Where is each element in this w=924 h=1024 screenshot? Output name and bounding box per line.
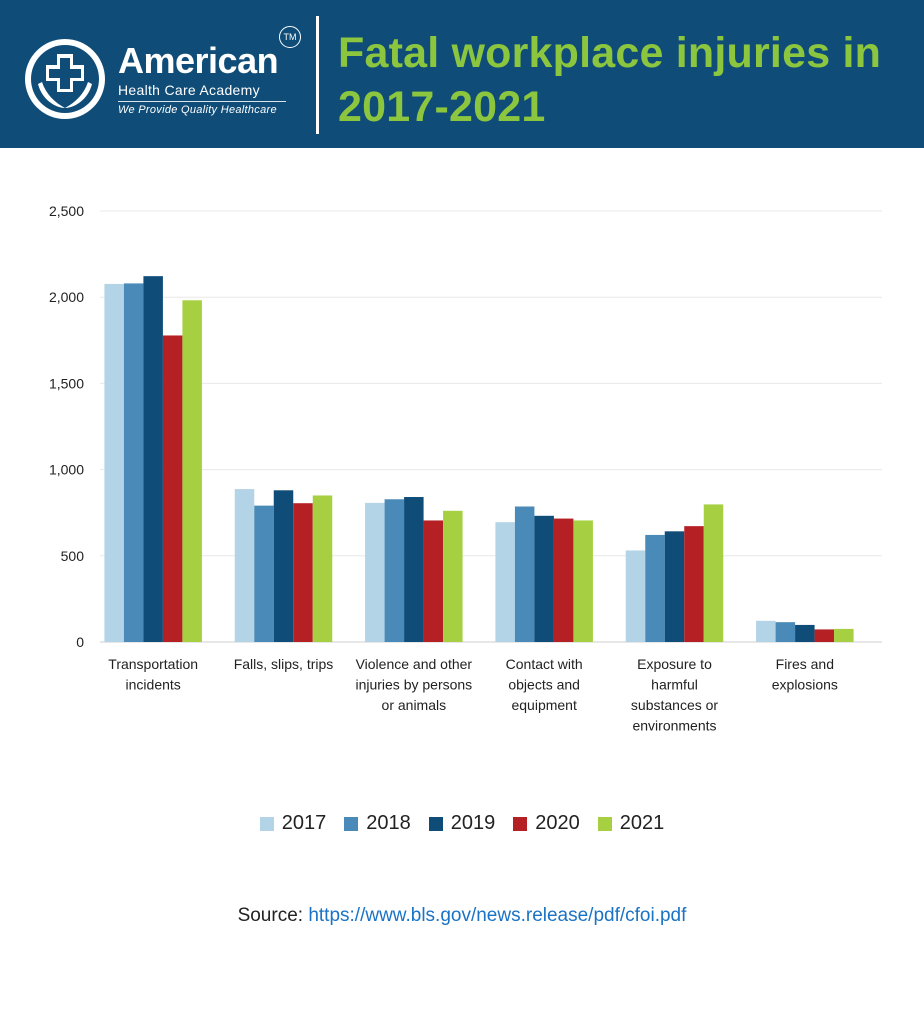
x-tick-label-line: explosions <box>772 677 838 693</box>
bar <box>365 502 385 642</box>
x-tick-label-line: substances or <box>631 697 718 713</box>
x-tick-label-line: or animals <box>382 697 447 713</box>
bar <box>664 531 685 642</box>
bar <box>423 520 444 642</box>
bar <box>143 276 163 642</box>
y-tick-label: 1,000 <box>49 462 84 478</box>
trademark-badge: TM <box>279 26 301 48</box>
bar <box>104 283 124 642</box>
x-tick-label-line: equipment <box>511 697 576 713</box>
source-line: Source: https://www.bls.gov/news.release… <box>0 905 924 927</box>
legend-label: 2018 <box>366 812 411 834</box>
x-tick-label-line: Fires and <box>776 656 834 672</box>
legend-item: 2019 <box>428 812 496 835</box>
bar <box>254 505 274 642</box>
bar <box>684 526 704 642</box>
header-divider <box>316 16 319 134</box>
y-tick-label: 2,500 <box>49 203 84 219</box>
legend-swatch <box>428 816 443 831</box>
legend-label: 2020 <box>535 812 580 834</box>
bar <box>756 620 776 642</box>
bar <box>384 499 405 642</box>
bar <box>293 503 313 642</box>
bar <box>123 283 144 642</box>
bar <box>495 522 515 642</box>
bar <box>814 629 835 642</box>
legend-label: 2017 <box>281 812 327 834</box>
y-tick-label: 2,000 <box>49 289 84 305</box>
bar <box>703 504 724 642</box>
bar <box>573 520 593 642</box>
brand-tagline: We Provide Quality Healthcare <box>118 104 277 116</box>
legend-swatch <box>344 816 359 831</box>
legend-label: 2019 <box>450 812 496 834</box>
x-tick-label: Falls, slips, trips <box>234 656 334 672</box>
brand-name: American <box>118 40 279 81</box>
x-tick-label: Fires and explosions <box>772 656 838 693</box>
bar <box>404 497 424 642</box>
brand-subtitle: Health Care Academy <box>118 82 260 98</box>
bar <box>645 534 665 642</box>
bar <box>625 550 646 642</box>
x-tick-label-line: Transportation <box>108 656 198 672</box>
x-tick-label-line: Violence and other <box>356 656 473 672</box>
x-tick-label-line: harmful <box>651 677 698 693</box>
bar <box>182 300 202 642</box>
x-tick-label-line: Falls, slips, trips <box>234 656 334 672</box>
chart-legend: 2017 2018 2019 2020 2021 <box>0 812 924 835</box>
header-banner: American TM Health Care Academy We Provi… <box>0 0 924 148</box>
legend-label: 2021 <box>619 812 665 834</box>
bar <box>443 510 463 642</box>
bar <box>162 335 183 642</box>
chart-title: Fatal workplace injuries in 2017-2021 <box>338 29 882 131</box>
legend-swatch <box>513 816 528 831</box>
legend-item: 2020 <box>513 812 580 835</box>
bar <box>775 622 796 642</box>
bar <box>273 490 294 642</box>
x-tick-label-line: injuries by persons <box>355 677 472 693</box>
bar <box>312 495 333 642</box>
bar <box>234 489 255 642</box>
bar-chart: 0 500 1,000 1,500 2,000 2,500 Transportation in… <box>49 203 882 734</box>
source-label: Source: <box>237 905 304 926</box>
bar <box>795 624 815 642</box>
y-tick-label: 500 <box>61 548 85 564</box>
x-tick-label: Violence and other injuries by persons or … <box>355 656 472 713</box>
legend-item: 2018 <box>344 812 411 835</box>
logo-icon <box>25 39 105 119</box>
y-tick-label: 1,500 <box>49 375 84 391</box>
x-tick-label-line: incidents <box>126 677 181 693</box>
legend-swatch <box>259 816 274 831</box>
x-tick-label-line: Exposure to <box>637 656 712 672</box>
x-tick-label: Exposure to harmful substances or environme… <box>631 656 718 734</box>
bar <box>534 515 554 642</box>
x-tick-label: Contact with objects and equipment <box>506 656 583 713</box>
source-link[interactable]: https://www.bls.gov/news.release/pdf/cfo… <box>308 905 687 926</box>
y-tick-label: 0 <box>76 634 84 650</box>
x-tick-label-line: environments <box>632 718 716 734</box>
x-tick-label-line: objects and <box>508 677 580 693</box>
brand-divider <box>118 101 286 102</box>
x-tick-label-line: Contact with <box>506 656 583 672</box>
legend-item: 2021 <box>597 812 665 835</box>
x-tick-label: Transportation incidents <box>108 656 198 693</box>
bar <box>514 506 535 642</box>
bar <box>553 518 574 642</box>
legend-swatch <box>597 816 612 831</box>
bar <box>834 628 854 642</box>
legend-item: 2017 <box>259 812 327 835</box>
